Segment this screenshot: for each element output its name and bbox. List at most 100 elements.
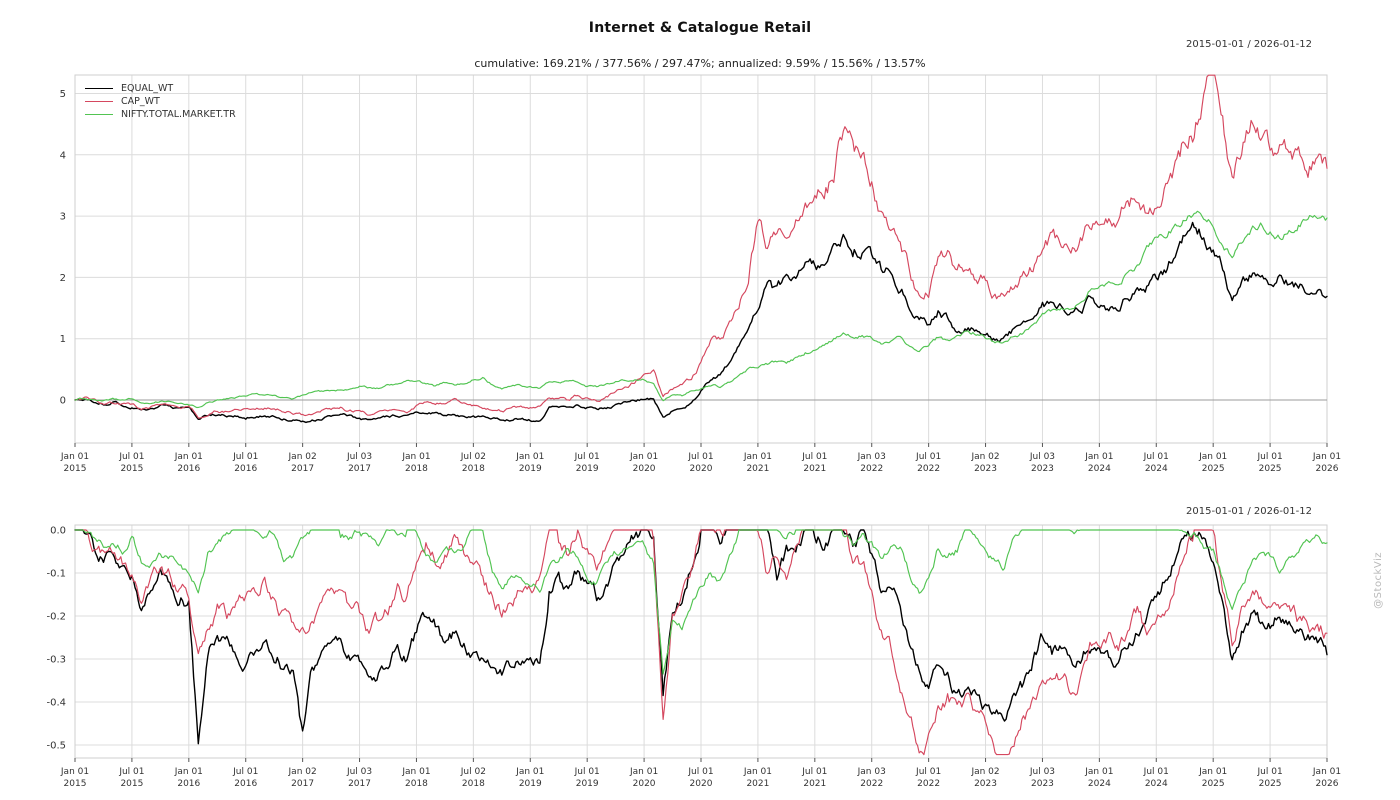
svg-text:2020: 2020 — [690, 779, 713, 789]
svg-text:2025: 2025 — [1259, 779, 1282, 789]
svg-text:2021: 2021 — [803, 464, 826, 474]
svg-text:Jan 01: Jan 01 — [1198, 452, 1227, 462]
svg-text:2025: 2025 — [1202, 779, 1225, 789]
legend-item-equal-wt: EQUAL_WT — [85, 82, 236, 95]
svg-text:Jan 01: Jan 01 — [174, 452, 203, 462]
svg-text:2020: 2020 — [690, 464, 713, 474]
svg-text:2015: 2015 — [64, 464, 87, 474]
svg-text:2019: 2019 — [576, 779, 599, 789]
legend-label-nifty: NIFTY.TOTAL.MARKET.TR — [121, 109, 236, 120]
svg-text:2023: 2023 — [974, 464, 997, 474]
svg-text:Jan 01: Jan 01 — [401, 767, 430, 777]
svg-text:Jul 01: Jul 01 — [118, 767, 144, 777]
svg-text:Jan 02: Jan 02 — [970, 452, 999, 462]
svg-text:Jan 01: Jan 01 — [1084, 767, 1113, 777]
svg-text:Jan 01: Jan 01 — [60, 452, 89, 462]
svg-text:2016: 2016 — [234, 779, 257, 789]
svg-text:2018: 2018 — [405, 464, 428, 474]
legend: EQUAL_WT CAP_WT NIFTY.TOTAL.MARKET.TR — [85, 82, 236, 121]
legend-line-equal-wt-icon — [85, 88, 113, 89]
svg-text:Jul 01: Jul 01 — [915, 452, 941, 462]
svg-text:Jul 02: Jul 02 — [460, 767, 486, 777]
legend-item-cap-wt: CAP_WT — [85, 95, 236, 108]
svg-text:Jul 03: Jul 03 — [346, 452, 372, 462]
svg-text:Jul 01: Jul 01 — [574, 452, 600, 462]
svg-text:0: 0 — [60, 396, 66, 407]
svg-text:3: 3 — [60, 212, 66, 223]
svg-text:2024: 2024 — [1145, 464, 1168, 474]
svg-text:Jul 01: Jul 01 — [801, 452, 827, 462]
legend-line-cap-wt-icon — [85, 101, 113, 102]
svg-text:2015: 2015 — [64, 779, 87, 789]
svg-text:Jul 03: Jul 03 — [1029, 452, 1055, 462]
svg-text:4: 4 — [60, 150, 66, 161]
svg-text:Jul 01: Jul 01 — [801, 767, 827, 777]
svg-text:2020: 2020 — [633, 779, 656, 789]
svg-text:Jan 01: Jan 01 — [1084, 452, 1113, 462]
svg-text:2024: 2024 — [1088, 464, 1111, 474]
svg-text:2017: 2017 — [291, 464, 314, 474]
svg-text:Jul 03: Jul 03 — [1029, 767, 1055, 777]
svg-text:2026: 2026 — [1316, 464, 1339, 474]
svg-text:2015: 2015 — [120, 464, 143, 474]
svg-text:Jul 01: Jul 01 — [1257, 767, 1283, 777]
svg-text:2020: 2020 — [633, 464, 656, 474]
date-range-top: 2015-01-01 / 2026-01-12 — [1186, 39, 1312, 50]
svg-text:Jan 01: Jan 01 — [629, 767, 658, 777]
svg-text:2021: 2021 — [803, 779, 826, 789]
svg-text:Jan 03: Jan 03 — [857, 452, 886, 462]
svg-text:2016: 2016 — [177, 779, 200, 789]
svg-text:2021: 2021 — [746, 464, 769, 474]
svg-text:5: 5 — [60, 89, 66, 100]
svg-text:Jan 01: Jan 01 — [1198, 767, 1227, 777]
chart-title: Internet & Catalogue Retail — [588, 20, 812, 36]
date-range-bottom: 2015-01-01 / 2026-01-12 — [1186, 506, 1312, 517]
svg-text:2022: 2022 — [917, 779, 940, 789]
svg-text:Jan 01: Jan 01 — [174, 767, 203, 777]
svg-text:2017: 2017 — [348, 779, 371, 789]
svg-text:2: 2 — [60, 273, 66, 284]
legend-item-nifty: NIFTY.TOTAL.MARKET.TR — [85, 108, 236, 121]
svg-text:2022: 2022 — [860, 464, 883, 474]
svg-text:Jul 01: Jul 01 — [1143, 452, 1169, 462]
svg-text:0.0: 0.0 — [50, 525, 66, 536]
svg-text:Jul 01: Jul 01 — [232, 767, 258, 777]
svg-text:2024: 2024 — [1145, 779, 1168, 789]
svg-text:Jan 01: Jan 01 — [515, 767, 544, 777]
svg-text:2026: 2026 — [1316, 779, 1339, 789]
svg-text:1: 1 — [60, 334, 66, 345]
svg-text:2018: 2018 — [462, 779, 485, 789]
svg-text:2022: 2022 — [860, 779, 883, 789]
svg-text:Jan 01: Jan 01 — [401, 452, 430, 462]
svg-text:Jul 01: Jul 01 — [232, 452, 258, 462]
svg-text:2022: 2022 — [917, 464, 940, 474]
svg-text:2019: 2019 — [519, 464, 542, 474]
svg-text:Jan 01: Jan 01 — [743, 767, 772, 777]
svg-text:Jan 03: Jan 03 — [857, 767, 886, 777]
svg-text:2019: 2019 — [576, 464, 599, 474]
svg-text:2025: 2025 — [1259, 464, 1282, 474]
svg-text:Jul 01: Jul 01 — [1257, 452, 1283, 462]
svg-text:2017: 2017 — [348, 464, 371, 474]
svg-text:Jul 01: Jul 01 — [687, 767, 713, 777]
legend-line-nifty-icon — [85, 114, 113, 115]
svg-text:Jan 01: Jan 01 — [515, 452, 544, 462]
svg-text:2016: 2016 — [234, 464, 257, 474]
svg-text:Jul 01: Jul 01 — [118, 452, 144, 462]
svg-text:Jan 02: Jan 02 — [288, 452, 317, 462]
svg-text:2015: 2015 — [120, 779, 143, 789]
chart-subtitle: cumulative: 169.21% / 377.56% / 297.47%;… — [474, 57, 926, 70]
svg-text:2021: 2021 — [746, 779, 769, 789]
svg-text:-0.1: -0.1 — [46, 568, 66, 579]
svg-text:2018: 2018 — [405, 779, 428, 789]
svg-text:2023: 2023 — [974, 779, 997, 789]
svg-text:Jul 02: Jul 02 — [460, 452, 486, 462]
svg-text:2023: 2023 — [1031, 464, 1054, 474]
svg-text:Jan 01: Jan 01 — [60, 767, 89, 777]
svg-text:-0.4: -0.4 — [46, 698, 66, 709]
legend-label-cap-wt: CAP_WT — [121, 96, 160, 107]
svg-text:2018: 2018 — [462, 464, 485, 474]
legend-label-equal-wt: EQUAL_WT — [121, 83, 174, 94]
